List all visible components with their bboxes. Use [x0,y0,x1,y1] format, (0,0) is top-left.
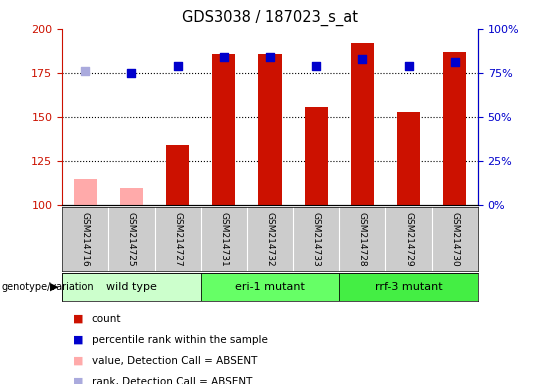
Text: GSM214727: GSM214727 [173,212,182,267]
Text: rank, Detection Call = ABSENT: rank, Detection Call = ABSENT [92,377,252,384]
Text: GSM214728: GSM214728 [358,212,367,267]
Text: ■: ■ [73,377,83,384]
Point [358,56,367,62]
Bar [62,273,201,301]
Point [173,63,182,69]
Bar [443,52,467,205]
Text: GSM214731: GSM214731 [219,212,228,267]
Text: count: count [92,314,122,324]
Bar [120,188,143,205]
Bar [212,53,235,205]
Bar [73,179,97,205]
Text: ■: ■ [73,314,83,324]
Text: GSM214729: GSM214729 [404,212,413,267]
Point [127,70,136,76]
Text: GSM214716: GSM214716 [80,212,90,267]
Text: GSM214730: GSM214730 [450,212,460,267]
Text: rrf-3 mutant: rrf-3 mutant [375,282,442,292]
Point [404,63,413,69]
Point [266,54,274,60]
Point [81,68,90,74]
Bar [351,43,374,205]
Bar [259,53,281,205]
Bar [305,106,328,205]
Bar [339,273,478,301]
Title: GDS3038 / 187023_s_at: GDS3038 / 187023_s_at [182,10,358,26]
Bar [166,146,189,205]
Text: ■: ■ [73,356,83,366]
Text: GSM214725: GSM214725 [127,212,136,267]
Bar [201,273,339,301]
Point [450,59,459,65]
Point [219,54,228,60]
Text: GSM214733: GSM214733 [312,212,321,267]
Point [312,63,321,69]
Text: ■: ■ [73,335,83,345]
Text: genotype/variation: genotype/variation [1,282,94,292]
Text: eri-1 mutant: eri-1 mutant [235,282,305,292]
Text: percentile rank within the sample: percentile rank within the sample [92,335,268,345]
Text: GSM214732: GSM214732 [266,212,274,267]
Text: value, Detection Call = ABSENT: value, Detection Call = ABSENT [92,356,257,366]
Text: ▶: ▶ [50,282,58,292]
Text: wild type: wild type [106,282,157,292]
Bar [397,112,420,205]
